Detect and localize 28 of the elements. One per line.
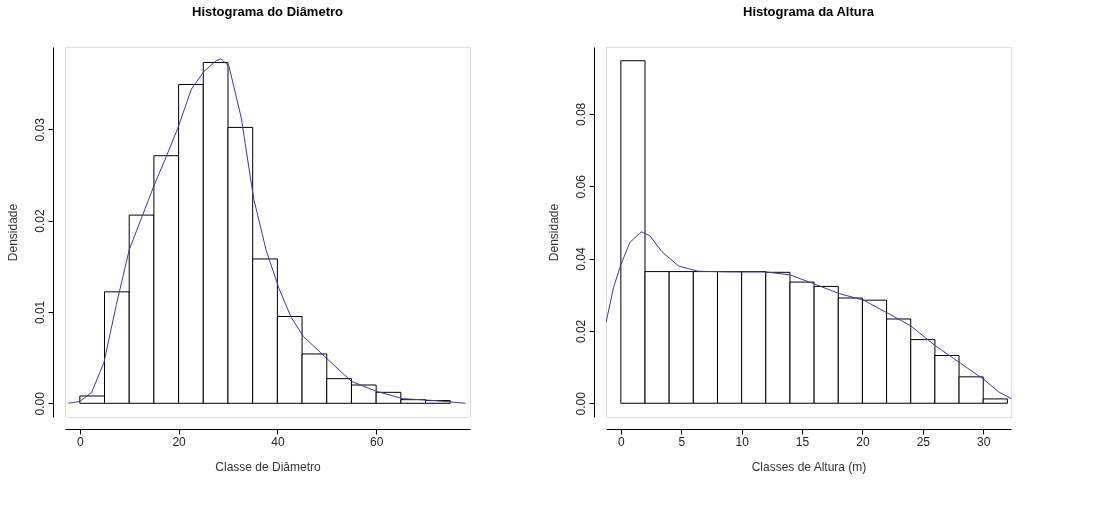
y-tick-label: 0.00 [573, 391, 588, 416]
y-axis-title: Densidade [546, 203, 561, 262]
x-tick-label: 0 [618, 434, 626, 449]
x-axis-title: Classes de Altura (m) [751, 459, 867, 474]
x-tick-label: 10 [735, 434, 750, 449]
x-tick-label: 25 [916, 434, 931, 449]
x-tick-label: 15 [795, 434, 810, 449]
x-axis-title: Classe de Diâmetro [215, 459, 322, 474]
line-series [606, 231, 1011, 400]
y-tick-label: 0.01 [32, 300, 47, 325]
y-tick-label: 0.00 [32, 391, 47, 416]
y-tick-label: 0.08 [573, 102, 588, 127]
y-axis-title: Densidade [5, 203, 20, 262]
x-tick-label: 20 [172, 434, 187, 449]
x-tick-label: 40 [271, 434, 285, 449]
y-tick-label: 0.04 [573, 247, 588, 271]
y-tick-label: 0.02 [573, 319, 588, 344]
y-tick-label: 0.06 [573, 174, 588, 199]
line-series [67, 58, 467, 404]
x-tick-label: 20 [856, 434, 870, 449]
x-tick-label: 60 [369, 434, 384, 449]
x-tick-label: 0 [76, 434, 84, 449]
y-tick-label: 0.03 [32, 117, 47, 142]
y-tick-label: 0.02 [32, 209, 47, 233]
chart-title: Histograma do Diâmetro [192, 4, 344, 19]
x-tick-label: 5 [678, 434, 686, 449]
chart-title: Histograma da Altura [743, 4, 875, 19]
x-tick-label: 30 [977, 434, 991, 449]
